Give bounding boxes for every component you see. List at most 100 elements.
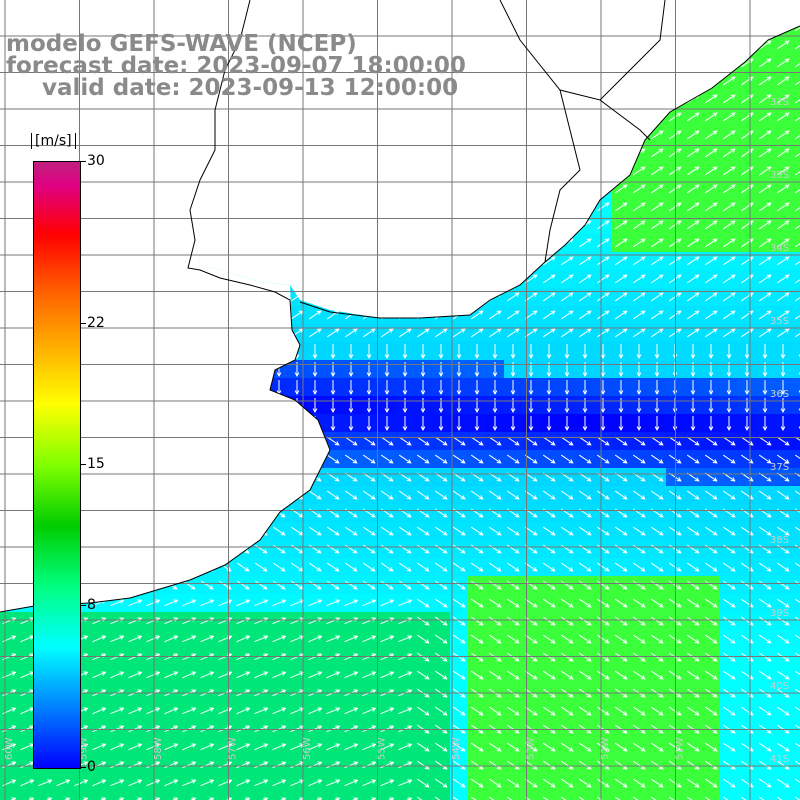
wind-arrow [56,779,71,787]
wind-arrow [146,671,161,679]
wind-arrow [758,742,772,752]
wind-arrow [794,153,800,158]
wind-arrow [578,742,592,752]
wind-arrow [92,743,107,751]
wind-arrow [380,526,394,536]
wind-arrow [362,454,376,464]
wind-arrow [758,598,772,608]
wind-arrow [560,796,567,800]
wind-arrow [456,397,462,414]
wind-arrow [272,526,286,536]
wind-arrow [560,274,574,284]
wind-arrow [474,415,480,432]
wind-arrow [398,580,412,590]
wind-cell [792,540,800,558]
wind-arrow [686,130,700,140]
wind-arrow [456,415,462,432]
wind-arrow [794,634,800,639]
wind-arrow [262,797,269,800]
wind-arrow [650,274,664,284]
wind-arrow [506,580,520,590]
wind-arrow [348,343,354,360]
wind-arrow [578,562,592,572]
wind-arrow [614,184,628,194]
wind-arrow [704,202,718,212]
wind-arrow [200,635,215,643]
land-mask [0,0,800,318]
wind-cell [18,792,36,800]
wind-arrow [236,779,251,787]
wind-arrow [614,274,628,284]
wind-arrow [272,580,286,590]
wind-arrow [542,562,556,572]
wind-arrow [596,220,610,230]
wind-arrow [344,544,358,554]
wind-arrow [722,184,736,194]
wind-arrow [614,706,628,716]
wind-arrow [380,671,395,679]
wind-arrow [452,598,466,608]
wind-arrow [326,490,340,500]
wind-arrow [704,634,718,644]
wind-arrow [704,706,718,716]
wind-arrow [704,526,718,536]
wind-arrow [344,779,359,787]
wind-arrow [506,328,520,338]
wind-cell [540,792,558,800]
wind-arrow [654,379,660,396]
wind-arrow [596,256,610,266]
wind-arrow [254,580,268,590]
wind-arrow [794,189,800,194]
colorbar-tick-label: 0 [87,759,96,775]
wind-arrow [654,397,660,414]
wind-arrow [776,436,790,446]
wind-arrow [704,454,718,464]
wind-cell [54,792,72,800]
wind-arrow [528,343,534,360]
wind-arrow [632,706,646,716]
wind-arrow [524,310,538,320]
wind-arrow [758,112,772,122]
wind-arrow [326,635,341,643]
wind-cell [792,54,800,72]
wind-arrow [650,778,664,788]
wind-arrow [632,760,646,770]
wind-arrow [434,796,441,800]
wind-arrow [794,454,800,459]
wind-arrow [704,544,718,554]
wind-arrow [362,436,376,446]
wind-arrow [398,779,413,787]
wind-arrow [420,415,426,432]
wind-arrow [762,379,768,396]
wind-arrow [708,415,714,432]
wind-arrow [744,343,750,360]
wind-arrow [722,454,736,464]
wind-arrow [632,184,646,194]
wind-arrow [560,580,574,590]
wind-cell [144,792,162,800]
wind-arrow [506,490,520,500]
wind-cell [216,792,234,800]
coastline [0,0,331,613]
wind-arrow [506,796,513,800]
wind-arrow [510,343,516,360]
lat-label: 40S [770,681,789,692]
wind-arrow [272,599,287,607]
wind-arrow [172,797,179,800]
wind-arrow [686,184,700,194]
wind-arrow [614,310,628,320]
wind-arrow [200,707,215,715]
wind-arrow [524,544,538,554]
wind-arrow [704,616,718,626]
wind-arrow [452,760,466,770]
wind-arrow [362,761,377,769]
wind-arrow [650,562,664,572]
wind-arrow [614,490,628,500]
lat-label: 39S [770,608,789,619]
wind-arrow [362,599,377,607]
wind-arrow [542,256,556,266]
wind-arrow [164,761,179,769]
wind-arrow [406,797,413,800]
wind-arrow [794,207,800,212]
